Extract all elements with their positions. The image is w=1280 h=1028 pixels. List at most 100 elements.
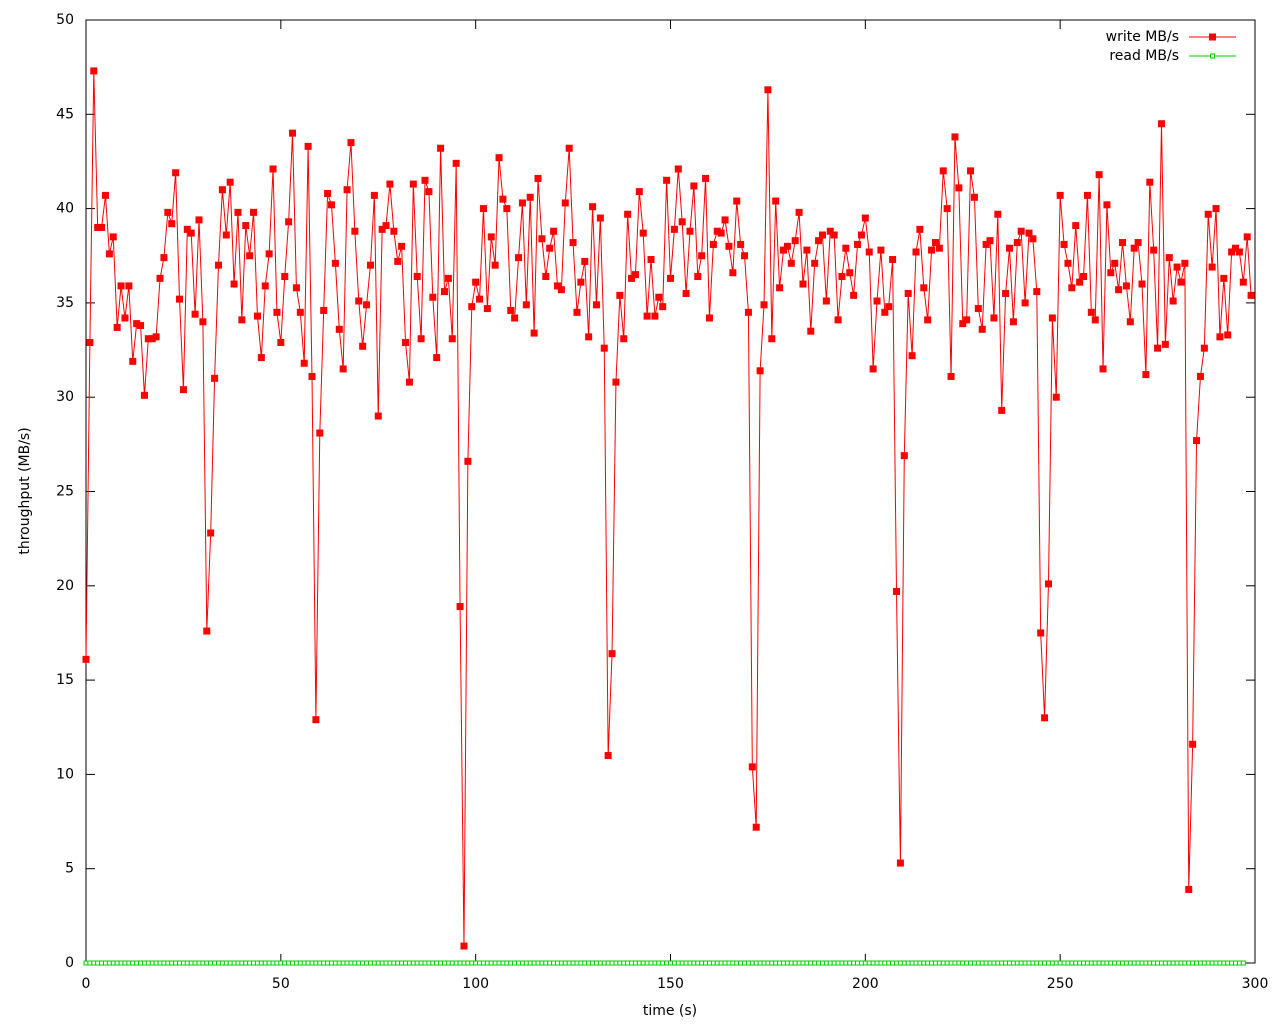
data-point <box>1161 340 1169 348</box>
data-point <box>928 246 936 254</box>
data-point <box>612 378 620 386</box>
data-point <box>1200 344 1208 352</box>
data-point <box>834 316 842 324</box>
data-point <box>90 67 98 75</box>
data-point <box>986 237 994 245</box>
data-point <box>195 216 203 224</box>
data-point <box>686 227 694 235</box>
x-tick-label: 50 <box>272 976 290 992</box>
y-tick-label: 50 <box>56 12 74 28</box>
data-point <box>327 201 335 209</box>
data-point <box>943 205 951 213</box>
data-point <box>651 312 659 320</box>
data-point <box>818 231 826 239</box>
data-point <box>366 261 374 269</box>
data-point <box>760 301 768 309</box>
legend-label: read MB/s <box>1109 48 1179 64</box>
data-point <box>351 227 359 235</box>
data-point <box>799 280 807 288</box>
data-point <box>448 335 456 343</box>
data-point <box>320 306 328 314</box>
data-point <box>935 244 943 252</box>
data-point <box>752 823 760 831</box>
data-point <box>199 318 207 326</box>
data-point <box>479 205 487 213</box>
data-point <box>1235 248 1243 256</box>
data-point <box>631 271 639 279</box>
data-point <box>382 222 390 230</box>
data-point <box>289 129 297 137</box>
data-point <box>105 250 113 258</box>
data-point <box>1013 239 1021 247</box>
data-point <box>1064 259 1072 267</box>
data-point <box>211 374 219 382</box>
data-point <box>1169 297 1177 305</box>
data-point <box>257 354 265 362</box>
data-point <box>203 627 211 635</box>
data-point <box>347 139 355 147</box>
data-point <box>659 303 667 311</box>
data-point <box>156 274 164 282</box>
data-point <box>690 182 698 190</box>
data-point <box>1216 333 1224 341</box>
data-point <box>378 225 386 233</box>
data-point <box>1142 371 1150 379</box>
data-point <box>573 308 581 316</box>
data-point <box>737 240 745 248</box>
y-tick-label: 10 <box>56 766 74 782</box>
data-point <box>226 178 234 186</box>
data-point <box>885 303 893 311</box>
data-point <box>421 176 429 184</box>
data-point <box>963 316 971 324</box>
data-point <box>1165 254 1173 262</box>
data-point <box>780 246 788 254</box>
data-point <box>916 225 924 233</box>
data-point <box>440 288 448 296</box>
data-point <box>281 272 289 280</box>
data-point <box>117 282 125 290</box>
data-point <box>246 252 254 260</box>
data-point <box>698 252 706 260</box>
data-point <box>1193 437 1201 445</box>
data-point <box>904 289 912 297</box>
data-point <box>1037 629 1045 637</box>
data-point <box>565 144 573 152</box>
data-point <box>253 312 261 320</box>
data-point <box>596 214 604 222</box>
data-point <box>250 208 258 216</box>
data-point <box>238 316 246 324</box>
data-point <box>261 282 269 290</box>
data-point <box>889 256 897 264</box>
legend-marker <box>1210 53 1215 59</box>
data-point <box>476 295 484 303</box>
data-point <box>729 269 737 277</box>
data-point <box>1060 240 1068 248</box>
data-point <box>292 284 300 292</box>
data-point <box>974 305 982 313</box>
data-point <box>433 354 441 362</box>
data-point <box>187 229 195 237</box>
data-point <box>939 167 947 175</box>
data-point <box>1138 280 1146 288</box>
data-point <box>456 603 464 611</box>
data-point <box>308 372 316 380</box>
data-point <box>955 184 963 192</box>
data-point <box>908 352 916 360</box>
data-point <box>1052 393 1060 401</box>
data-point <box>709 240 717 248</box>
data-point <box>530 329 538 337</box>
data-point <box>1048 314 1056 322</box>
data-point <box>339 365 347 373</box>
data-point <box>1126 318 1134 326</box>
data-point <box>522 301 530 309</box>
data-point <box>877 246 885 254</box>
data-point <box>172 169 180 177</box>
data-point <box>803 246 811 254</box>
data-point <box>324 190 332 198</box>
data-point <box>569 239 577 247</box>
data-point <box>592 301 600 309</box>
data-point <box>277 339 285 347</box>
data-point <box>413 272 421 280</box>
data-point <box>300 359 308 367</box>
